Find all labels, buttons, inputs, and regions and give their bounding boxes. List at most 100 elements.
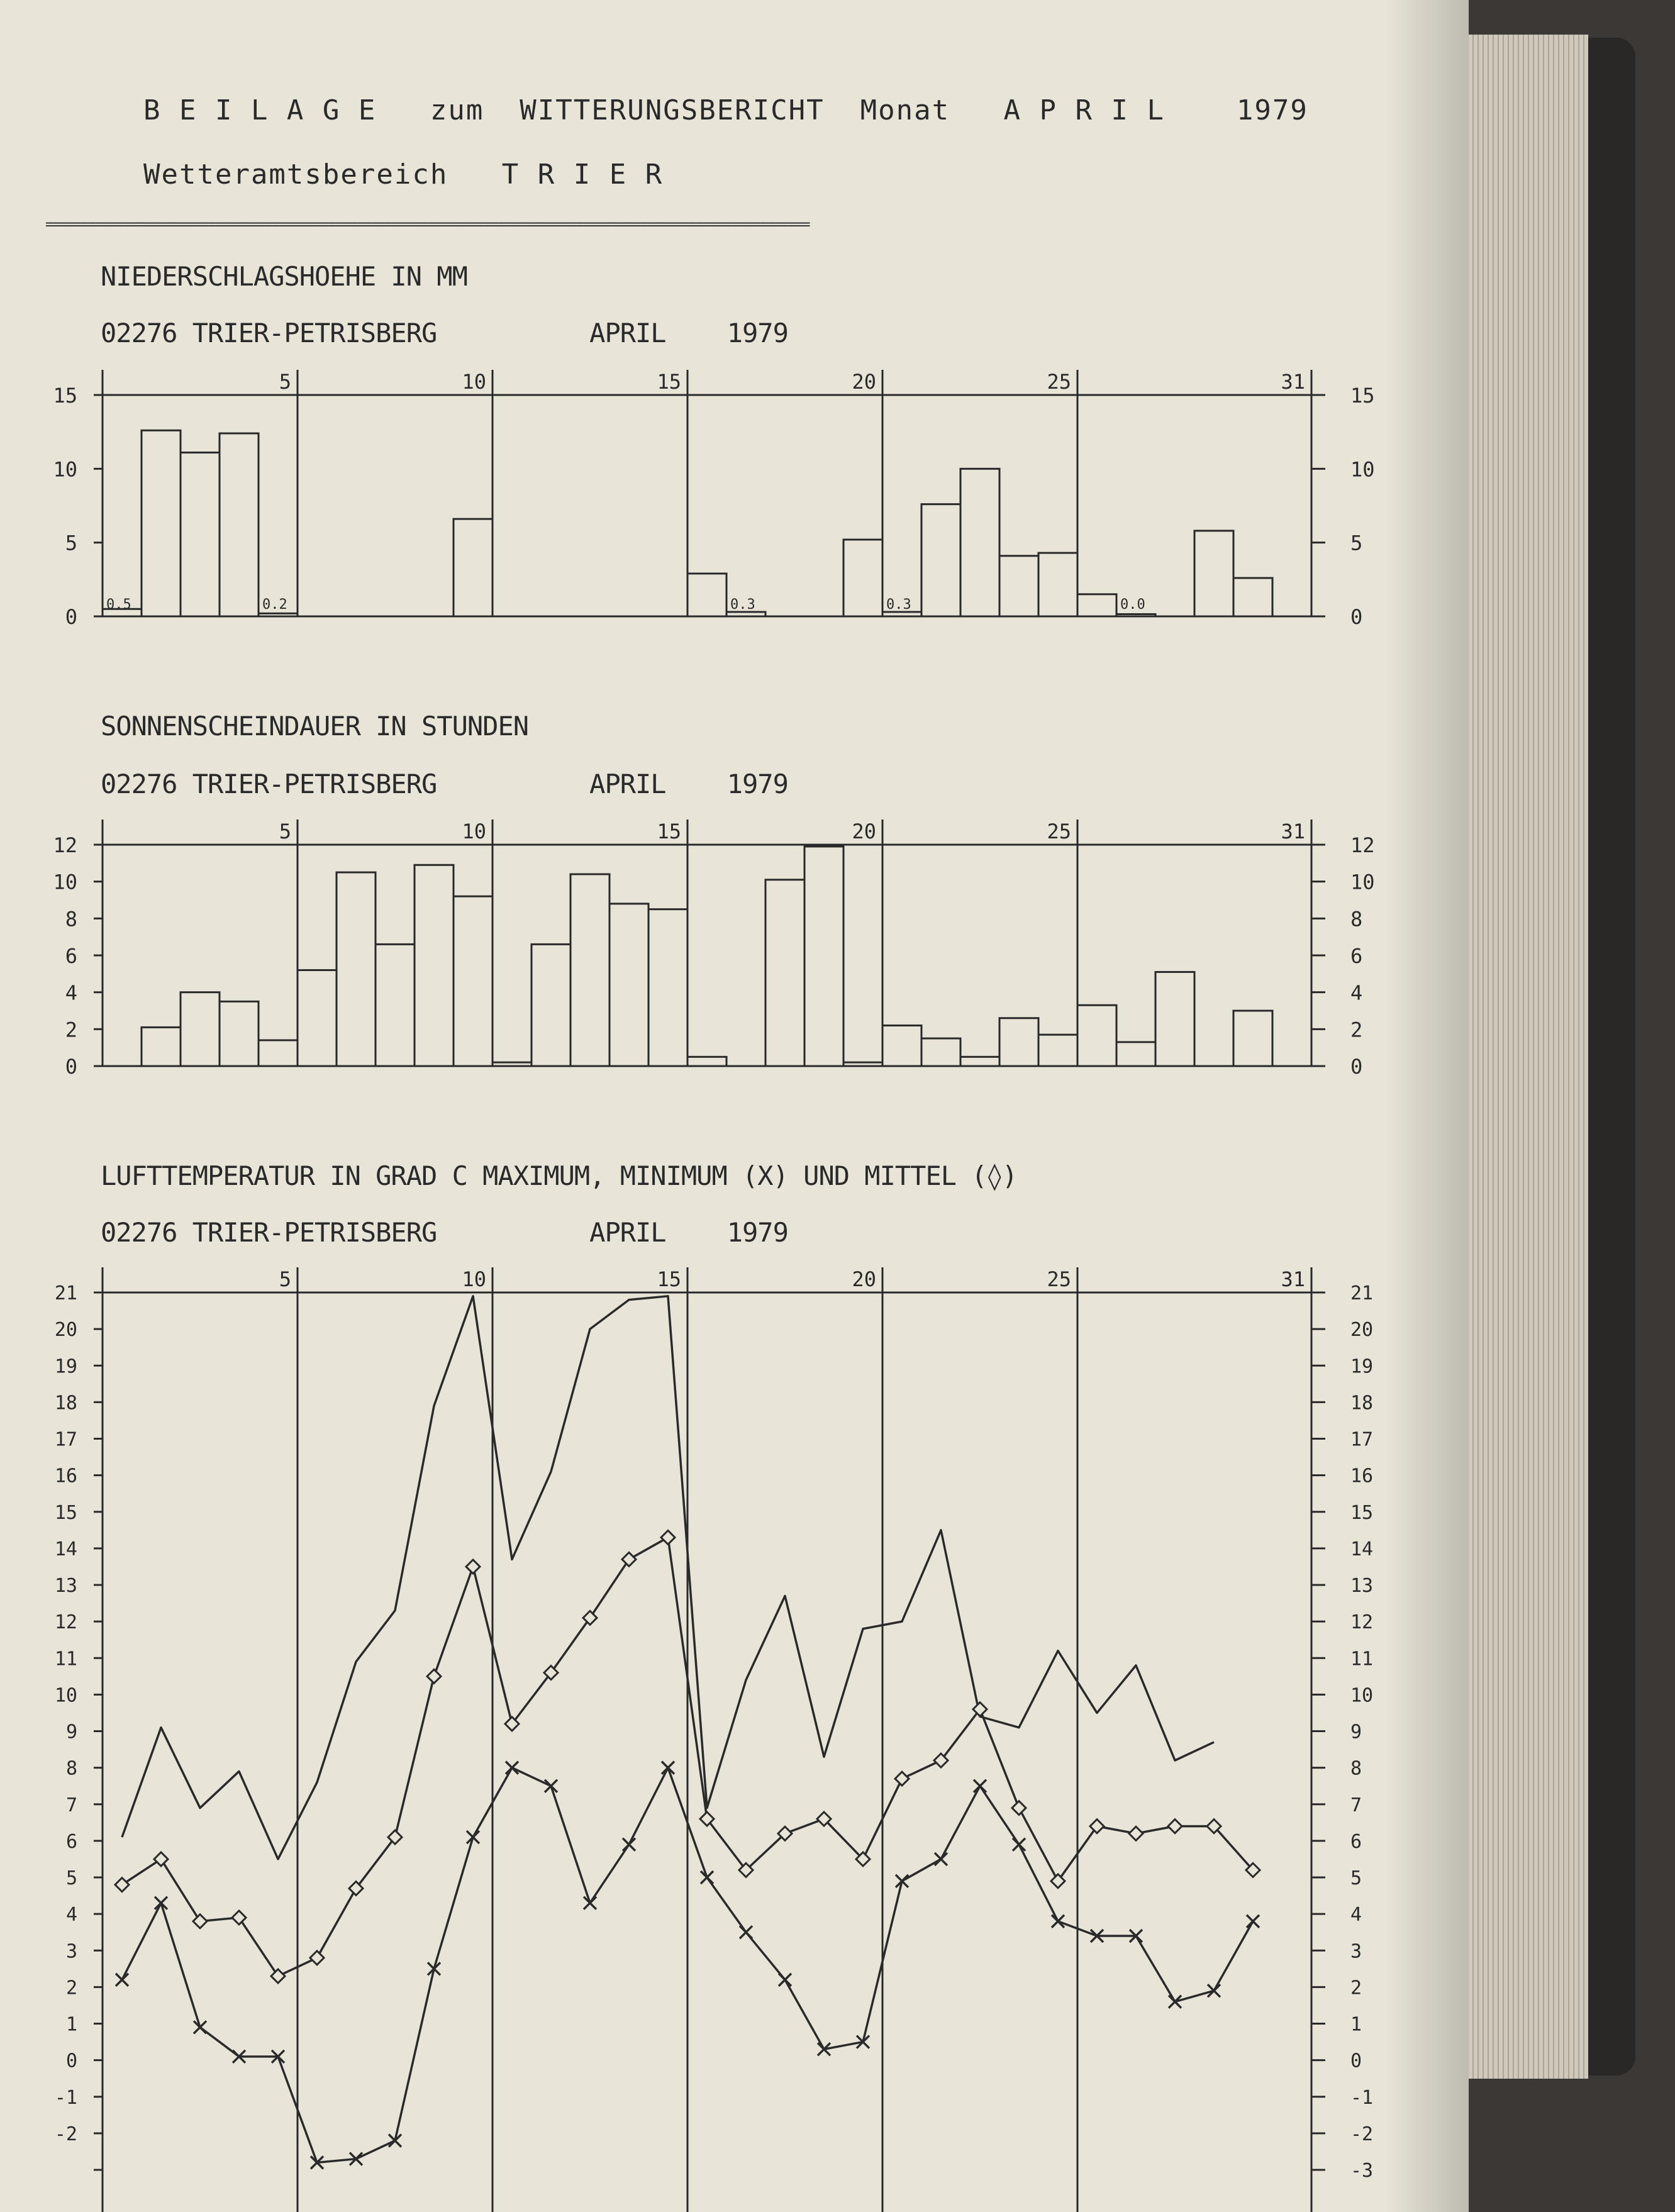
precip-value-label-day-5: 0.2 bbox=[262, 597, 287, 613]
temp-y-label-l-8: 8 bbox=[66, 1758, 77, 1780]
temp-mean-marker-18 bbox=[776, 1825, 794, 1842]
temp-y-label-r-9: 9 bbox=[1350, 1721, 1362, 1743]
temp-title: LUFTTEMPERATUR IN GRAD C MAXIMUM, MINIMU… bbox=[101, 1160, 1018, 1191]
temp-mean-marker-17 bbox=[737, 1862, 755, 1879]
temp-mean-marker-16 bbox=[698, 1810, 716, 1828]
temp-min-marker-3 bbox=[192, 2020, 208, 2035]
sun-x-tick-5: 5 bbox=[279, 820, 291, 843]
temp-min-marker-20 bbox=[855, 2035, 871, 2049]
temp-y-label-r-20: 20 bbox=[1350, 1319, 1373, 1341]
sun-subtitle: 02276 TRIER-PETRISBERG APRIL 1979 bbox=[101, 769, 789, 799]
sun-x-tick-31: 31 bbox=[1281, 820, 1305, 843]
temp-mean-marker-5 bbox=[269, 1967, 287, 1985]
precip-y-label-r-0: 0 bbox=[1350, 605, 1362, 629]
temp-x-tick-10: 10 bbox=[462, 1267, 486, 1291]
temp-y-label-r-3: 3 bbox=[1350, 1940, 1362, 1962]
header-line-1: B E I L A G E zum WITTERUNGSBERICHT Mona… bbox=[143, 94, 1308, 126]
temp-y-label-r-2: 2 bbox=[1350, 1977, 1362, 1999]
sun-y-label-r-2: 2 bbox=[1350, 1018, 1362, 1042]
sun-bar-day-25 bbox=[1037, 1033, 1079, 1067]
precip-bar-day-2 bbox=[140, 429, 182, 618]
temp-y-label-r-17: 17 bbox=[1350, 1429, 1373, 1451]
temp-min-marker-22 bbox=[933, 1852, 949, 1867]
sun-bar-day-24 bbox=[998, 1017, 1040, 1067]
temp-y-label-l-19: 19 bbox=[55, 1355, 77, 1377]
temp-min-marker-18 bbox=[777, 1972, 793, 1987]
sun-y-label-l-10: 10 bbox=[53, 870, 77, 894]
temp-y-label-r-0: 0 bbox=[1350, 2050, 1362, 2072]
sun-bar-day-27 bbox=[1115, 1041, 1157, 1067]
temp-mean-marker-23 bbox=[971, 1701, 989, 1718]
sun-bar-day-18 bbox=[764, 879, 806, 1067]
temp-mean-marker-7 bbox=[347, 1880, 365, 1897]
temp-mean-marker-9 bbox=[425, 1668, 443, 1685]
temp-y-label-l-1: 1 bbox=[66, 2014, 77, 2036]
sun-y-label-l-4: 4 bbox=[65, 981, 77, 1005]
temp-y-label-r-7: 7 bbox=[1350, 1794, 1362, 1816]
temp-x-tick-15: 15 bbox=[657, 1267, 681, 1291]
precip-bar-day-25 bbox=[1037, 552, 1079, 618]
header-rule: ========================================… bbox=[45, 217, 810, 233]
temp-y-label-r-18: 18 bbox=[1350, 1392, 1373, 1414]
header-line-2: Wetteramtsbereich T R I E R bbox=[143, 158, 664, 191]
temp-min-marker-6 bbox=[309, 2155, 325, 2170]
temp-y-label-l-20: 20 bbox=[55, 1319, 77, 1341]
temp-min-line bbox=[121, 1766, 1254, 2164]
temp-y-label-l--1: -1 bbox=[55, 2087, 77, 2109]
precip-bar-day-29 bbox=[1193, 530, 1235, 618]
temp-min-marker-9 bbox=[426, 1962, 442, 1976]
precip-bar-day-30 bbox=[1232, 577, 1274, 618]
temp-min-marker-7 bbox=[348, 2152, 364, 2166]
temp-min-marker-10 bbox=[465, 1830, 481, 1845]
sun-bar-day-3 bbox=[179, 991, 221, 1067]
temp-min-marker-24 bbox=[1011, 1837, 1027, 1852]
precip-bar-day-22 bbox=[920, 503, 962, 618]
sun-y-label-r-6: 6 bbox=[1350, 944, 1362, 968]
temp-mean-marker-13 bbox=[581, 1609, 599, 1626]
temp-min-marker-15 bbox=[660, 1760, 676, 1775]
temp-min-marker-29 bbox=[1206, 1983, 1221, 1998]
temp-mean-marker-3 bbox=[191, 1913, 209, 1930]
precip-title: NIEDERSCHLAGSHOEHE IN MM bbox=[101, 261, 468, 292]
precip-value-label-day-21: 0.3 bbox=[886, 597, 911, 613]
temp-y-label-r-11: 11 bbox=[1350, 1648, 1373, 1670]
precip-y-label-l-0: 0 bbox=[65, 605, 77, 629]
binding-shadow bbox=[1384, 0, 1469, 2212]
temp-min-marker-27 bbox=[1128, 1928, 1144, 1943]
temp-y-label-l-7: 7 bbox=[66, 1794, 77, 1816]
temp-mean-marker-14 bbox=[620, 1551, 638, 1568]
sun-bar-day-14 bbox=[608, 903, 650, 1067]
temp-y-label-r--2: -2 bbox=[1350, 2123, 1373, 2145]
temp-y-label-r-1: 1 bbox=[1350, 2014, 1362, 2036]
temp-min-marker-25 bbox=[1050, 1914, 1066, 1928]
temp-y-label-r-5: 5 bbox=[1350, 1867, 1362, 1889]
precip-x-tick-31: 31 bbox=[1281, 370, 1305, 394]
temp-min-marker-30 bbox=[1245, 1914, 1260, 1928]
temp-mean-marker-2 bbox=[152, 1850, 170, 1868]
precip-x-tick-5: 5 bbox=[279, 370, 291, 394]
temp-y-label-l-9: 9 bbox=[66, 1721, 77, 1743]
precip-value-label-day-1: 0.5 bbox=[106, 597, 131, 613]
temp-min-marker-26 bbox=[1089, 1928, 1105, 1943]
sun-bar-day-15 bbox=[647, 908, 689, 1067]
temp-y-label-l-13: 13 bbox=[55, 1575, 77, 1597]
sun-y-label-l-6: 6 bbox=[65, 944, 77, 968]
temp-y-label-r--1: -1 bbox=[1350, 2087, 1373, 2109]
precip-bar-day-20 bbox=[842, 538, 884, 618]
precip-bar-day-27 bbox=[1115, 613, 1157, 618]
precip-bar-day-4 bbox=[218, 432, 260, 618]
temp-y-label-l-17: 17 bbox=[55, 1429, 77, 1451]
sun-bar-day-19 bbox=[803, 845, 845, 1067]
sun-x-tick-20: 20 bbox=[852, 820, 876, 843]
precip-x-tick-15: 15 bbox=[657, 370, 681, 394]
temp-mean-marker-1 bbox=[113, 1876, 131, 1893]
sun-y-label-l-8: 8 bbox=[65, 907, 77, 931]
temp-mean-marker-29 bbox=[1205, 1818, 1223, 1835]
sun-y-label-r-8: 8 bbox=[1350, 907, 1362, 931]
temp-y-label-r-12: 12 bbox=[1350, 1611, 1373, 1633]
temp-x-tick-20: 20 bbox=[852, 1267, 876, 1291]
precip-bar-day-3 bbox=[179, 452, 221, 618]
temp-y-label-l-10: 10 bbox=[55, 1684, 77, 1706]
temp-mean-marker-8 bbox=[386, 1828, 404, 1846]
